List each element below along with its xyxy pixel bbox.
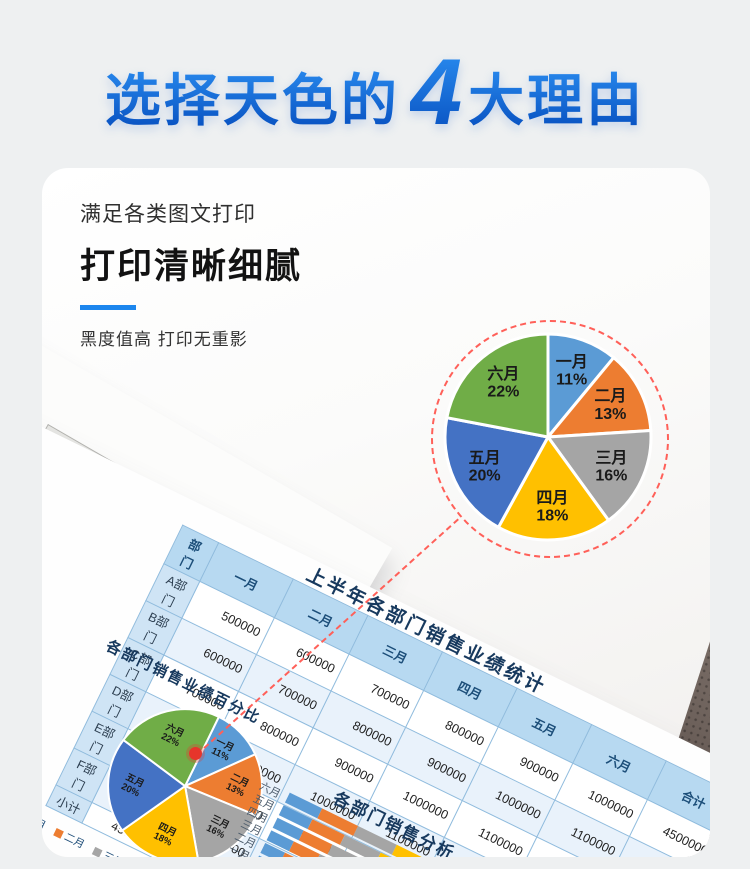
svg-text:三月16%: 三月16% [595,449,627,485]
page-title: 选择天色的 4 大理由 [0,34,750,144]
svg-text:六月22%: 六月22% [487,364,519,401]
page-title-prefix: 选择天色的 [105,56,400,137]
department-share-pie-chart: 一月11%二月13%三月16%四月18%五月20%六月22% [107,708,264,857]
feature-title: 打印清晰细腻 [80,247,303,286]
feature-subtitle: 黑度值高 打印无重影 [80,330,248,349]
feature-text-block: 满足各类图文打印 打印清晰细腻 黑度值高 打印无重影 [80,198,302,350]
legend-swatch [92,846,103,857]
svg-text:一月11%: 一月11% [556,353,588,389]
magnifier-dashed-circle [431,320,669,558]
feature-kicker: 满足各类图文打印 [80,203,256,226]
page-title-suffix: 大理由 [468,56,645,137]
svg-text:二月13%: 二月13% [594,387,626,423]
legend-item: 一月 [42,806,49,834]
svg-text:五月20%: 五月20% [469,449,501,485]
magnifier-dot [189,747,202,760]
svg-text:四月18%: 四月18% [536,489,568,525]
paper-sheet-main: 上半年各部门销售业绩统计 部门 一月 二月 三月 四月 五月 六月 合计 A部门 500000 60… [42,388,710,857]
legend-swatch [53,827,65,839]
department-share-pie-block: 各部门销售业绩百分比 一月11% 二月13% 三月16% 四月18% 五月20% 六月22… [76,637,328,857]
content-card: 满足各类图文打印 打印清晰细腻 黑度值高 打印无重影 合计19700050000… [42,168,710,857]
accent-underline [80,305,136,310]
page-title-number: 4 [409,39,463,144]
magnified-pie-chart: 一月 11%二月 13% 三月 16% 四月 18% 五月 20% 六月 22% [443,332,653,542]
